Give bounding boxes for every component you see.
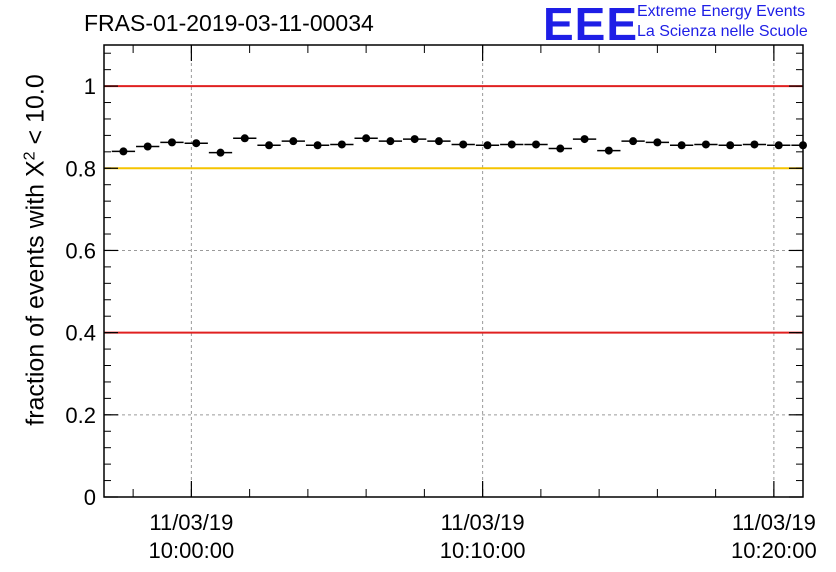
y-tick-label: 0.6: [65, 238, 96, 263]
plot-frame: [103, 44, 804, 498]
data-point: [119, 147, 128, 156]
y-tick-label: 1: [84, 74, 96, 99]
y-tick-label: 0.2: [65, 403, 96, 428]
x-tick-time: 10:10:00: [440, 538, 526, 563]
data-point: [580, 135, 589, 144]
data-point: [289, 137, 298, 146]
x-tick-time: 10:00:00: [149, 538, 235, 563]
axis-ticks: [104, 45, 803, 498]
data-point: [774, 141, 783, 150]
y-tick-label: 0.4: [65, 321, 96, 346]
data-point: [653, 138, 662, 147]
x-tick-date: 11/03/19: [441, 510, 525, 535]
y-label-chi: X: [21, 160, 50, 178]
data-point: [629, 137, 638, 146]
grid-lines: [104, 45, 803, 497]
logo-line-2: La Scienza nelle Scuole: [637, 23, 808, 40]
data-point: [167, 138, 176, 147]
x-tick-date: 11/03/19: [732, 510, 816, 535]
data-point: [192, 139, 201, 148]
data-point: [701, 140, 710, 149]
data-points: [111, 134, 807, 157]
data-point: [726, 141, 735, 150]
data-point: [483, 141, 492, 150]
y-tick-labels: 0 0.2 0.4 0.6 0.8 1: [65, 74, 96, 510]
y-label-exponent: 2: [21, 151, 39, 161]
x-tick-date: 11/03/19: [149, 510, 233, 535]
eee-logo: EEE: [543, 0, 639, 50]
data-point: [265, 141, 274, 150]
data-point: [677, 141, 686, 150]
data-point: [313, 141, 322, 150]
data-point: [604, 146, 613, 155]
data-point: [507, 140, 516, 149]
data-point: [240, 134, 249, 143]
data-point: [386, 137, 395, 146]
reference-lines: [104, 85, 803, 334]
y-label-prefix: fraction of events with: [21, 177, 50, 426]
x-tick-time: 10:20:00: [731, 538, 817, 563]
y-label-suffix: < 10.0: [21, 74, 50, 152]
y-tick-label: 0.8: [65, 156, 96, 181]
data-point: [362, 134, 371, 143]
data-point: [216, 148, 225, 157]
x-tick-labels: 11/03/19 10:00:00 11/03/19 10:10:00 11/03/19…: [149, 510, 817, 563]
y-tick-label: 0: [84, 485, 96, 510]
data-point: [459, 140, 468, 149]
data-point: [434, 137, 443, 146]
data-point: [337, 140, 346, 149]
chart-title: FRAS-01-2019-03-11-00034: [84, 10, 374, 36]
data-point: [750, 140, 759, 149]
data-point: [143, 142, 152, 151]
data-point: [556, 144, 565, 153]
data-point: [532, 140, 541, 149]
logo-line-1: Extreme Energy Events: [637, 3, 806, 20]
data-point: [410, 135, 419, 144]
